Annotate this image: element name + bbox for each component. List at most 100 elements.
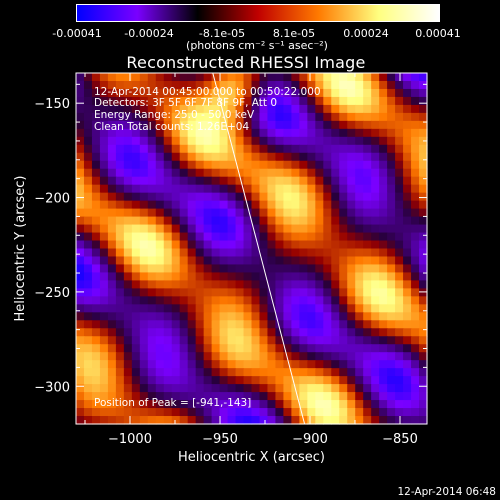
heatmap-cell [355, 152, 364, 162]
heatmap-cell [339, 336, 348, 345]
heatmap-cell [179, 408, 189, 417]
heatmap-cell [387, 80, 396, 90]
heatmap-cell [235, 184, 245, 194]
heatmap-cell [291, 416, 300, 425]
heatmap-cell [227, 184, 237, 194]
heatmap-cell [163, 168, 173, 178]
heatmap-cell [83, 240, 93, 250]
heatmap-cell [203, 144, 213, 154]
heatmap-cell [403, 216, 412, 226]
heatmap-cell [195, 392, 205, 401]
heatmap-cell [291, 96, 300, 106]
heatmap-cell [91, 176, 101, 186]
heatmap-cell [131, 120, 141, 130]
heatmap-cell [291, 400, 300, 409]
heatmap-cell [283, 144, 292, 154]
heatmap-cell [283, 104, 292, 114]
heatmap-cell [379, 184, 388, 194]
heatmap-cell [259, 232, 269, 242]
heatmap-cell [107, 160, 117, 170]
heatmap-cell [91, 88, 101, 98]
heatmap-cell [163, 296, 173, 305]
heatmap-cell [267, 320, 277, 329]
heatmap-cell [203, 80, 213, 90]
heatmap-cell [363, 216, 372, 226]
heatmap-cell [251, 336, 261, 345]
heatmap-cell [291, 312, 300, 321]
heatmap-cell [139, 73, 149, 82]
heatmap-cell [291, 144, 300, 154]
heatmap-cell [363, 248, 372, 258]
heatmap-cell [379, 408, 388, 417]
heatmap-cell [163, 328, 173, 337]
heatmap-cell [331, 288, 340, 297]
heatmap-cell [307, 416, 316, 425]
heatmap-cell [99, 128, 109, 138]
heatmap-cell [331, 344, 340, 353]
heatmap-cell [171, 104, 181, 114]
heatmap-cell [395, 80, 404, 90]
heatmap-cell [203, 288, 213, 297]
heatmap-cell [363, 160, 372, 170]
heatmap-cell [259, 384, 269, 393]
heatmap-cell [267, 360, 277, 369]
heatmap-cell [339, 360, 348, 369]
heatmap-cell [131, 280, 141, 289]
heatmap-cell [163, 224, 173, 234]
heatmap-cell [131, 288, 141, 297]
heatmap-cell [307, 240, 316, 250]
heatmap-cell [315, 216, 324, 226]
heatmap-cell [387, 408, 396, 417]
heatmap-cell [107, 304, 117, 313]
heatmap-cell [403, 128, 412, 138]
heatmap-cell [363, 200, 372, 210]
heatmap-cell [115, 184, 125, 194]
heatmap-cell [163, 96, 173, 106]
heatmap-cell [107, 176, 117, 186]
heatmap-cell [107, 88, 117, 98]
heatmap-cell [315, 264, 324, 274]
heatmap-cell [347, 208, 356, 218]
heatmap-cell [123, 320, 133, 329]
heatmap-cell [171, 368, 181, 377]
heatmap-cell [267, 160, 277, 170]
heatmap-cell [76, 80, 85, 90]
heatmap-cell [379, 376, 388, 385]
heatmap-cell [315, 128, 324, 138]
heatmap-cell [251, 248, 261, 258]
heatmap-cell [211, 336, 221, 345]
heatmap-cell [171, 73, 181, 82]
heatmap-cell [107, 73, 117, 82]
heatmap-cell [227, 112, 237, 122]
heatmap-cell [155, 152, 165, 162]
heatmap-cell [211, 128, 221, 138]
heatmap-cell [235, 264, 245, 274]
heatmap-cell [411, 256, 420, 266]
heatmap-cell [171, 88, 181, 98]
heatmap-cell [275, 360, 285, 369]
heatmap-cell [411, 200, 420, 210]
x-tick-label: −1000 [108, 432, 152, 447]
heatmap-cell [355, 320, 364, 329]
heatmap-cell [267, 256, 277, 266]
heatmap-cell [76, 96, 85, 106]
heatmap-cell [163, 408, 173, 417]
heatmap-cell [355, 73, 364, 82]
heatmap-cell [227, 73, 237, 82]
heatmap-cell [195, 280, 205, 289]
heatmap-cell [99, 184, 109, 194]
heatmap-cell [227, 104, 237, 114]
heatmap-cell [251, 280, 261, 289]
heatmap-cell [163, 128, 173, 138]
heatmap-cell [307, 312, 316, 321]
heatmap-cell [331, 240, 340, 250]
heatmap-cell [419, 408, 428, 417]
heatmap-cell [76, 312, 85, 321]
heatmap-cell [331, 104, 340, 114]
heatmap-cell [267, 384, 277, 393]
heatmap-cell [259, 160, 269, 170]
heatmap-cell [163, 232, 173, 242]
heatmap-cell [395, 176, 404, 186]
heatmap-cell [83, 296, 93, 305]
heatmap-cell [419, 200, 428, 210]
